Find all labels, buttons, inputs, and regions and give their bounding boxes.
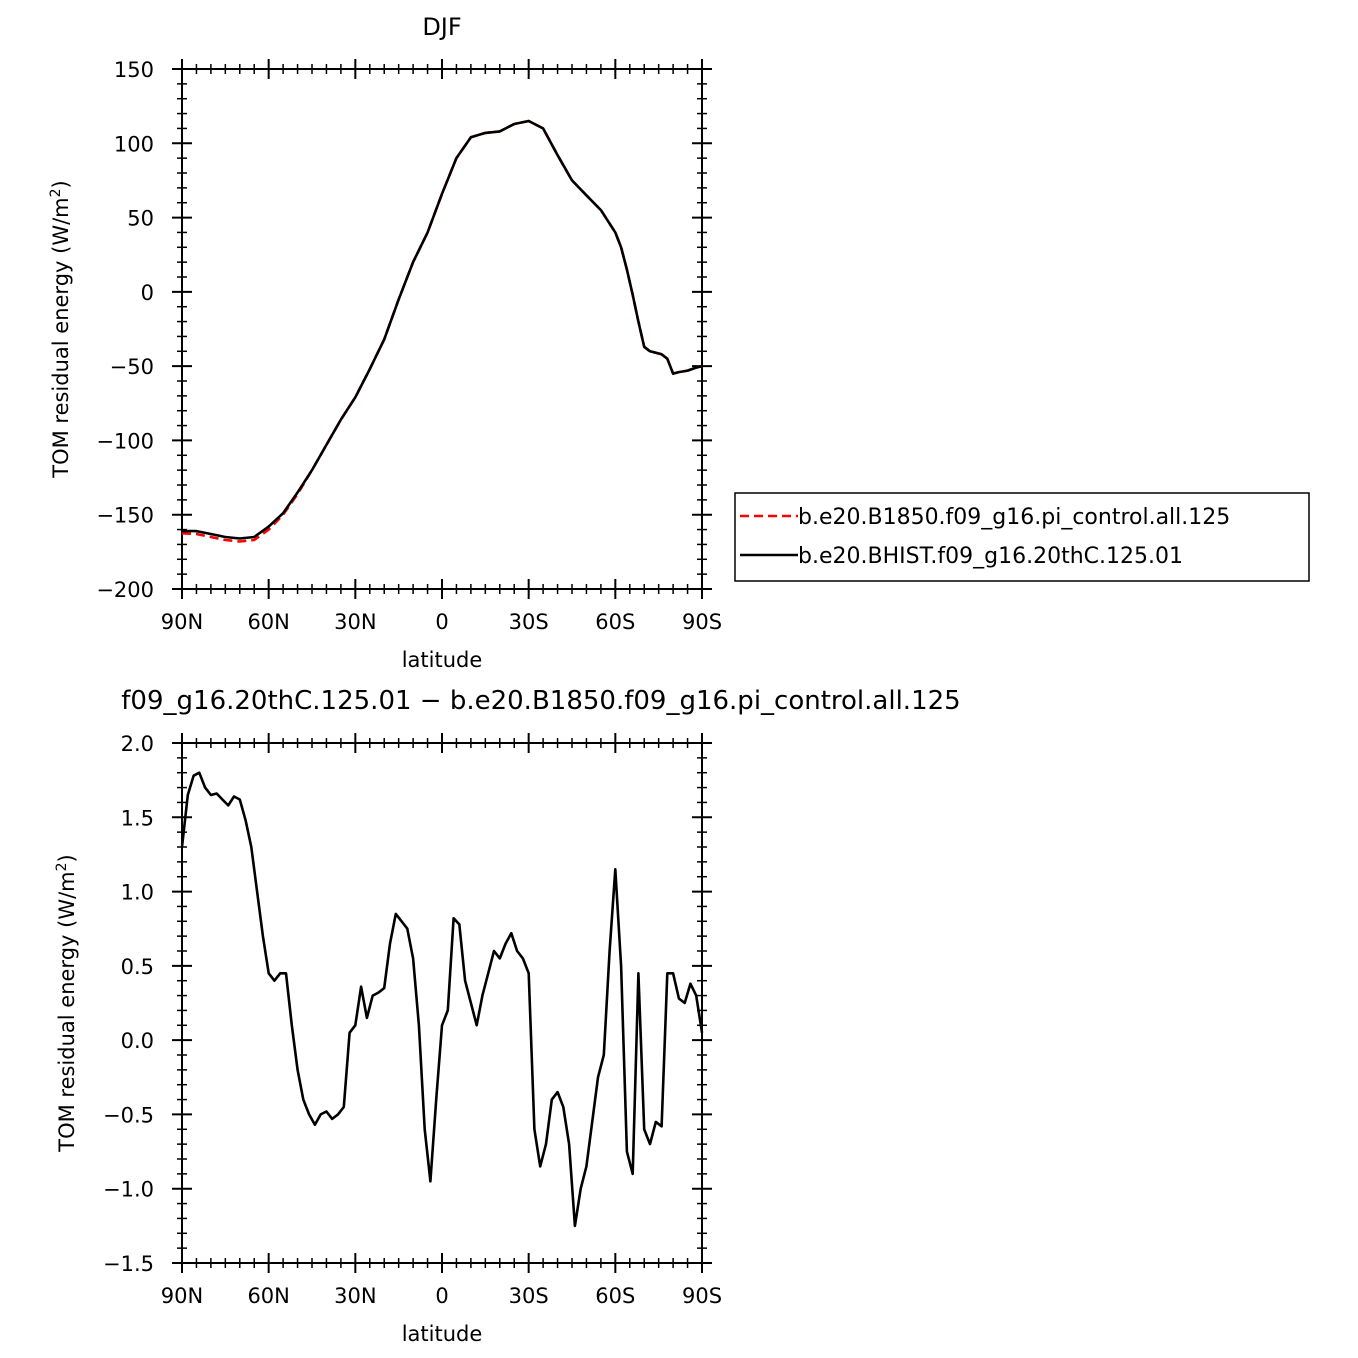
y-axis-label-superscript: 2: [48, 188, 64, 197]
y-axis-label: TOM residual energy (W/m2): [48, 180, 73, 479]
y-axis-label-close: ): [49, 180, 73, 188]
y-tick-label: 2.0: [121, 732, 154, 756]
bottom-panel-difference: 90N 60N 30N 0 30S 60S 90S 2.0 1.5 1.0 0.5 0.0 −0.5 −1…: [54, 686, 961, 1346]
y-axis-label-superscript: 2: [54, 862, 70, 871]
chart-title: f09_g16.20thC.125.01 − b.e20.B1850.f09_g…: [121, 686, 960, 716]
x-tick-label: 90N: [161, 610, 203, 634]
y-tick-label: 1.0: [121, 881, 154, 905]
series-line-1: [182, 119, 703, 540]
x-tick-label: 60N: [247, 610, 289, 634]
y-tick-label: −100: [96, 429, 154, 453]
x-tick-label: 30S: [509, 1284, 549, 1308]
x-tick-label: 60N: [247, 1284, 289, 1308]
x-tick-label: 90S: [682, 610, 722, 634]
y-tick-label: 150: [114, 58, 154, 82]
plot-frame: [181, 742, 703, 1264]
y-tick-label: 0.5: [121, 955, 154, 979]
x-tick-label: 90S: [682, 1284, 722, 1308]
y-axis-label-main: TOM residual energy (W/m: [49, 197, 73, 478]
y-tick-label: 0: [141, 281, 154, 305]
y-tick-label: −200: [96, 578, 154, 602]
y-tick-label: 50: [127, 207, 154, 231]
legend-entry-1: b.e20.BHIST.f09_g16.20thC.125.01: [798, 544, 1183, 569]
x-axis-label: latitude: [402, 648, 483, 672]
legend-entry-0: b.e20.B1850.f09_g16.pi_control.all.125: [798, 505, 1230, 530]
x-tick-label: 0: [435, 610, 448, 634]
legend: b.e20.B1850.f09_g16.pi_control.all.125 b.…: [734, 492, 1310, 582]
y-tick-label: −0.5: [103, 1103, 154, 1127]
y-axis-label: TOM residual energy (W/m2): [54, 854, 79, 1153]
chart-title: DJF: [422, 13, 461, 41]
x-tick-label: 90N: [161, 1284, 203, 1308]
x-tick-label: 30S: [509, 610, 549, 634]
x-tick-label: 60S: [595, 1284, 635, 1308]
x-tick-label: 0: [435, 1284, 448, 1308]
y-tick-label: −1.5: [103, 1252, 154, 1276]
y-axis-label-main: TOM residual energy (W/m: [55, 871, 79, 1152]
y-tick-label: 100: [114, 132, 154, 156]
y-tick-label: 1.5: [121, 806, 154, 830]
series-line-0: [181, 119, 703, 543]
y-tick-label: −50: [110, 355, 154, 379]
series-line-0: [180, 771, 704, 1228]
x-tick-label: 30N: [334, 1284, 376, 1308]
x-axis-label: latitude: [402, 1322, 483, 1346]
y-tick-label: −1.0: [103, 1178, 154, 1202]
y-tick-label: 0.0: [121, 1029, 154, 1053]
top-panel-mean-energy: 90N 60N 30N 0 30S 60S 90S 150 100 50 0 −50 −100 −150 −…: [48, 13, 722, 672]
legend-box: [734, 492, 1310, 582]
x-tick-label: 30N: [334, 610, 376, 634]
x-tick-label: 60S: [595, 610, 635, 634]
y-axis-label-close: ): [55, 854, 79, 862]
y-tick-label: −150: [96, 504, 154, 528]
plot-frame: [181, 68, 703, 590]
